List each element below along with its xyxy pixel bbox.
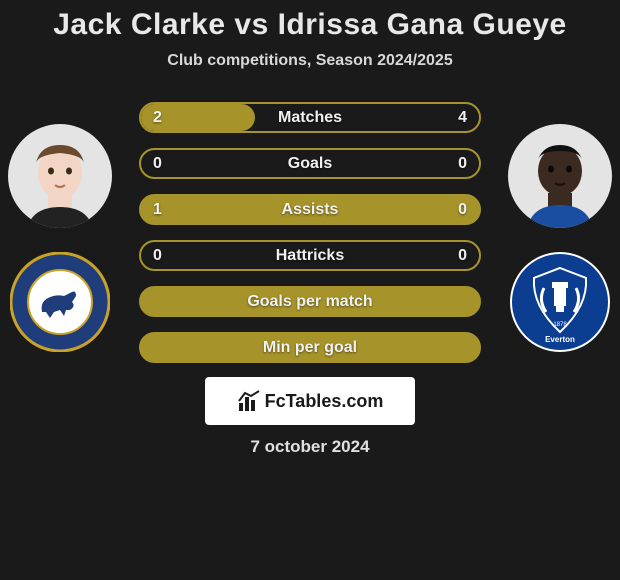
stat-value-left: 0 (153, 247, 162, 265)
stat-value-right: 0 (458, 201, 467, 219)
stat-label: Goals (288, 155, 332, 173)
stat-label: Goals per match (247, 293, 372, 311)
stat-row: 0 0 Goals (139, 148, 481, 179)
fctables-icon (237, 389, 261, 413)
source-logo-text: FcTables.com (265, 391, 384, 412)
date-label: 7 october 2024 (250, 437, 369, 457)
stat-label: Matches (278, 109, 342, 127)
page-title: Jack Clarke vs Idrissa Gana Gueye (53, 8, 566, 42)
stat-value-left: 1 (153, 201, 162, 219)
stat-row: 1 0 Assists (139, 194, 481, 225)
stat-label: Assists (282, 201, 339, 219)
comparison-card: Jack Clarke vs Idrissa Gana Gueye Club c… (0, 0, 620, 580)
source-logo: FcTables.com (205, 377, 415, 425)
stat-value-left: 0 (153, 155, 162, 173)
stat-row: 0 0 Hattricks (139, 240, 481, 271)
stat-label: Min per goal (263, 339, 357, 357)
stat-value-left: 2 (153, 109, 162, 127)
stat-value-right: 0 (458, 247, 467, 265)
subtitle: Club competitions, Season 2024/2025 (167, 52, 452, 70)
stat-row: Goals per match (139, 286, 481, 317)
stat-value-right: 0 (458, 155, 467, 173)
stat-row: 2 4 Matches (139, 102, 481, 133)
stat-row: Min per goal (139, 332, 481, 363)
stat-label: Hattricks (276, 247, 344, 265)
stats-area: 2 4 Matches 0 0 Goals 1 0 Assists 0 0 Hattricks Goal… (0, 102, 620, 363)
stat-value-right: 4 (458, 109, 467, 127)
